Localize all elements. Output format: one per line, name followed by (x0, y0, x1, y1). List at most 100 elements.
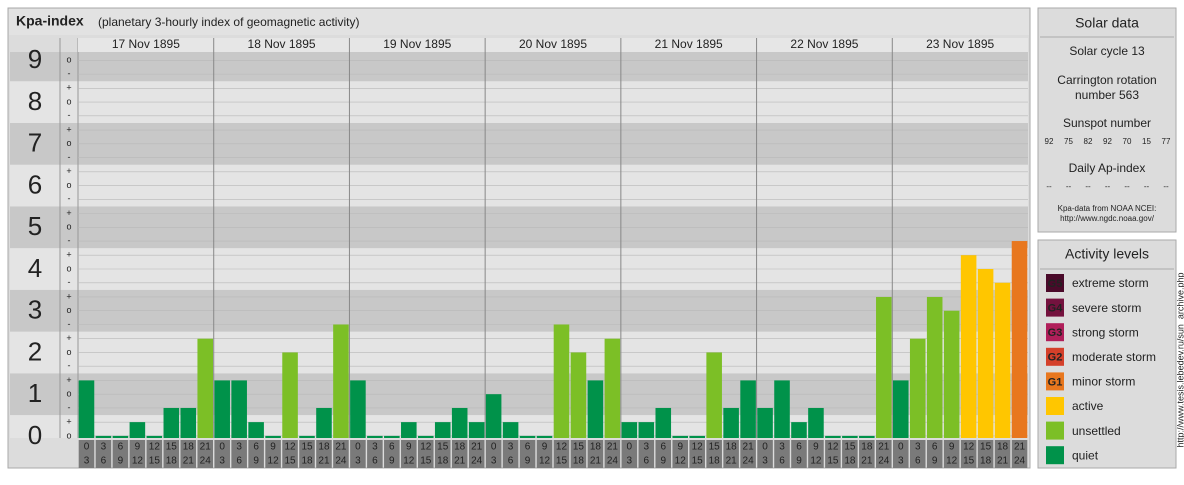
hour-cell (451, 440, 468, 468)
bar (825, 435, 841, 438)
minor-tick-label: o (66, 96, 71, 106)
level-label: unsettled (1072, 424, 1121, 438)
minor-tick-label: o (66, 138, 71, 148)
hour-label: 21 (183, 456, 195, 467)
hour-label: 12 (963, 442, 975, 453)
hour-label: 24 (335, 456, 347, 467)
hour-cell (78, 440, 95, 468)
hour-cell (587, 440, 604, 468)
hour-label: 6 (508, 456, 514, 467)
hour-label: 21 (1014, 442, 1026, 453)
hour-cell (248, 440, 264, 468)
ap-value: -- (1066, 182, 1072, 191)
bar (994, 282, 1011, 438)
hour-cell (825, 440, 841, 468)
minor-tick-label: o (66, 180, 71, 190)
bar (485, 394, 502, 438)
hour-label: 3 (219, 456, 225, 467)
hour-label: 6 (101, 456, 107, 467)
hour-cell (994, 440, 1011, 468)
hour-cell (604, 440, 621, 468)
hour-label: 6 (253, 442, 259, 453)
hour-label: 18 (997, 442, 1009, 453)
minor-tick-label: - (68, 361, 71, 371)
bar (859, 435, 875, 438)
hour-cell (485, 440, 502, 468)
hour-label: 18 (726, 442, 738, 453)
minor-tick-label: - (68, 319, 71, 329)
y-tick-label: 3 (28, 295, 42, 325)
hour-label: 18 (454, 442, 466, 453)
bar (604, 338, 621, 438)
ap-title: Daily Ap-index (1069, 161, 1146, 175)
bar (282, 352, 298, 438)
hour-label: 3 (491, 456, 497, 467)
hour-label: 9 (406, 442, 412, 453)
y-tick-label: 4 (28, 253, 42, 283)
y-tick-label: 1 (28, 378, 42, 408)
minor-tick-label: + (66, 208, 71, 218)
bar (384, 435, 400, 438)
minor-tick-label: - (68, 110, 71, 120)
hour-cell (740, 440, 756, 468)
sunspot-title: Sunspot number (1063, 116, 1151, 130)
hour-label: 18 (980, 456, 992, 467)
title-bar (9, 9, 1029, 35)
bar (842, 435, 858, 438)
minor-tick-label: + (66, 83, 71, 93)
date-label: 20 Nov 1895 (519, 37, 587, 51)
bar (892, 380, 909, 438)
hour-cell (876, 440, 892, 468)
bar (231, 380, 247, 438)
sunspot-value: 77 (1162, 137, 1171, 146)
hour-label: 3 (762, 456, 768, 467)
hour-label: 21 (997, 456, 1009, 467)
bar (723, 407, 739, 438)
bar (774, 380, 790, 438)
hour-label: 6 (236, 456, 242, 467)
hour-label: 24 (200, 456, 212, 467)
hour-label: 21 (590, 456, 602, 467)
chart-title: Kpa-index (16, 13, 84, 29)
bar (740, 380, 756, 438)
minor-tick-label: - (68, 235, 71, 245)
bar (553, 324, 570, 438)
hour-cell (434, 440, 451, 468)
hour-label: 0 (219, 442, 225, 453)
sunspot-value: 70 (1123, 137, 1132, 146)
hour-label: 24 (471, 456, 483, 467)
hour-cell (672, 440, 689, 468)
hour-label: 3 (101, 442, 107, 453)
hour-label: 6 (660, 442, 666, 453)
level-swatch (1046, 274, 1064, 292)
minor-tick-label: o (66, 430, 71, 440)
level-label: strong storm (1072, 325, 1139, 339)
hour-label: 21 (318, 456, 330, 467)
hour-cell (706, 440, 722, 468)
hour-cell (842, 440, 858, 468)
hour-label: 12 (827, 442, 839, 453)
hour-label: 15 (844, 442, 856, 453)
sunspot-value: 92 (1045, 137, 1054, 146)
bar (248, 422, 264, 438)
bar (367, 435, 383, 438)
bar (129, 422, 146, 438)
minor-tick-label: + (66, 333, 71, 343)
source: http://www.ngdc.noaa.gov/ (1060, 214, 1155, 223)
bar (197, 338, 214, 438)
bar (299, 435, 315, 438)
hour-cell (926, 440, 943, 468)
hour-cell (95, 440, 112, 468)
ap-value: -- (1046, 182, 1052, 191)
hour-cell (468, 440, 485, 468)
hour-cell (808, 440, 824, 468)
bar (655, 407, 672, 438)
hour-label: 6 (915, 456, 921, 467)
level-swatch (1046, 397, 1064, 415)
level-swatch (1046, 421, 1064, 440)
hour-label: 3 (779, 442, 785, 453)
hour-label: 18 (301, 456, 313, 467)
bar (791, 422, 807, 438)
sunspot-value: 15 (1142, 137, 1151, 146)
